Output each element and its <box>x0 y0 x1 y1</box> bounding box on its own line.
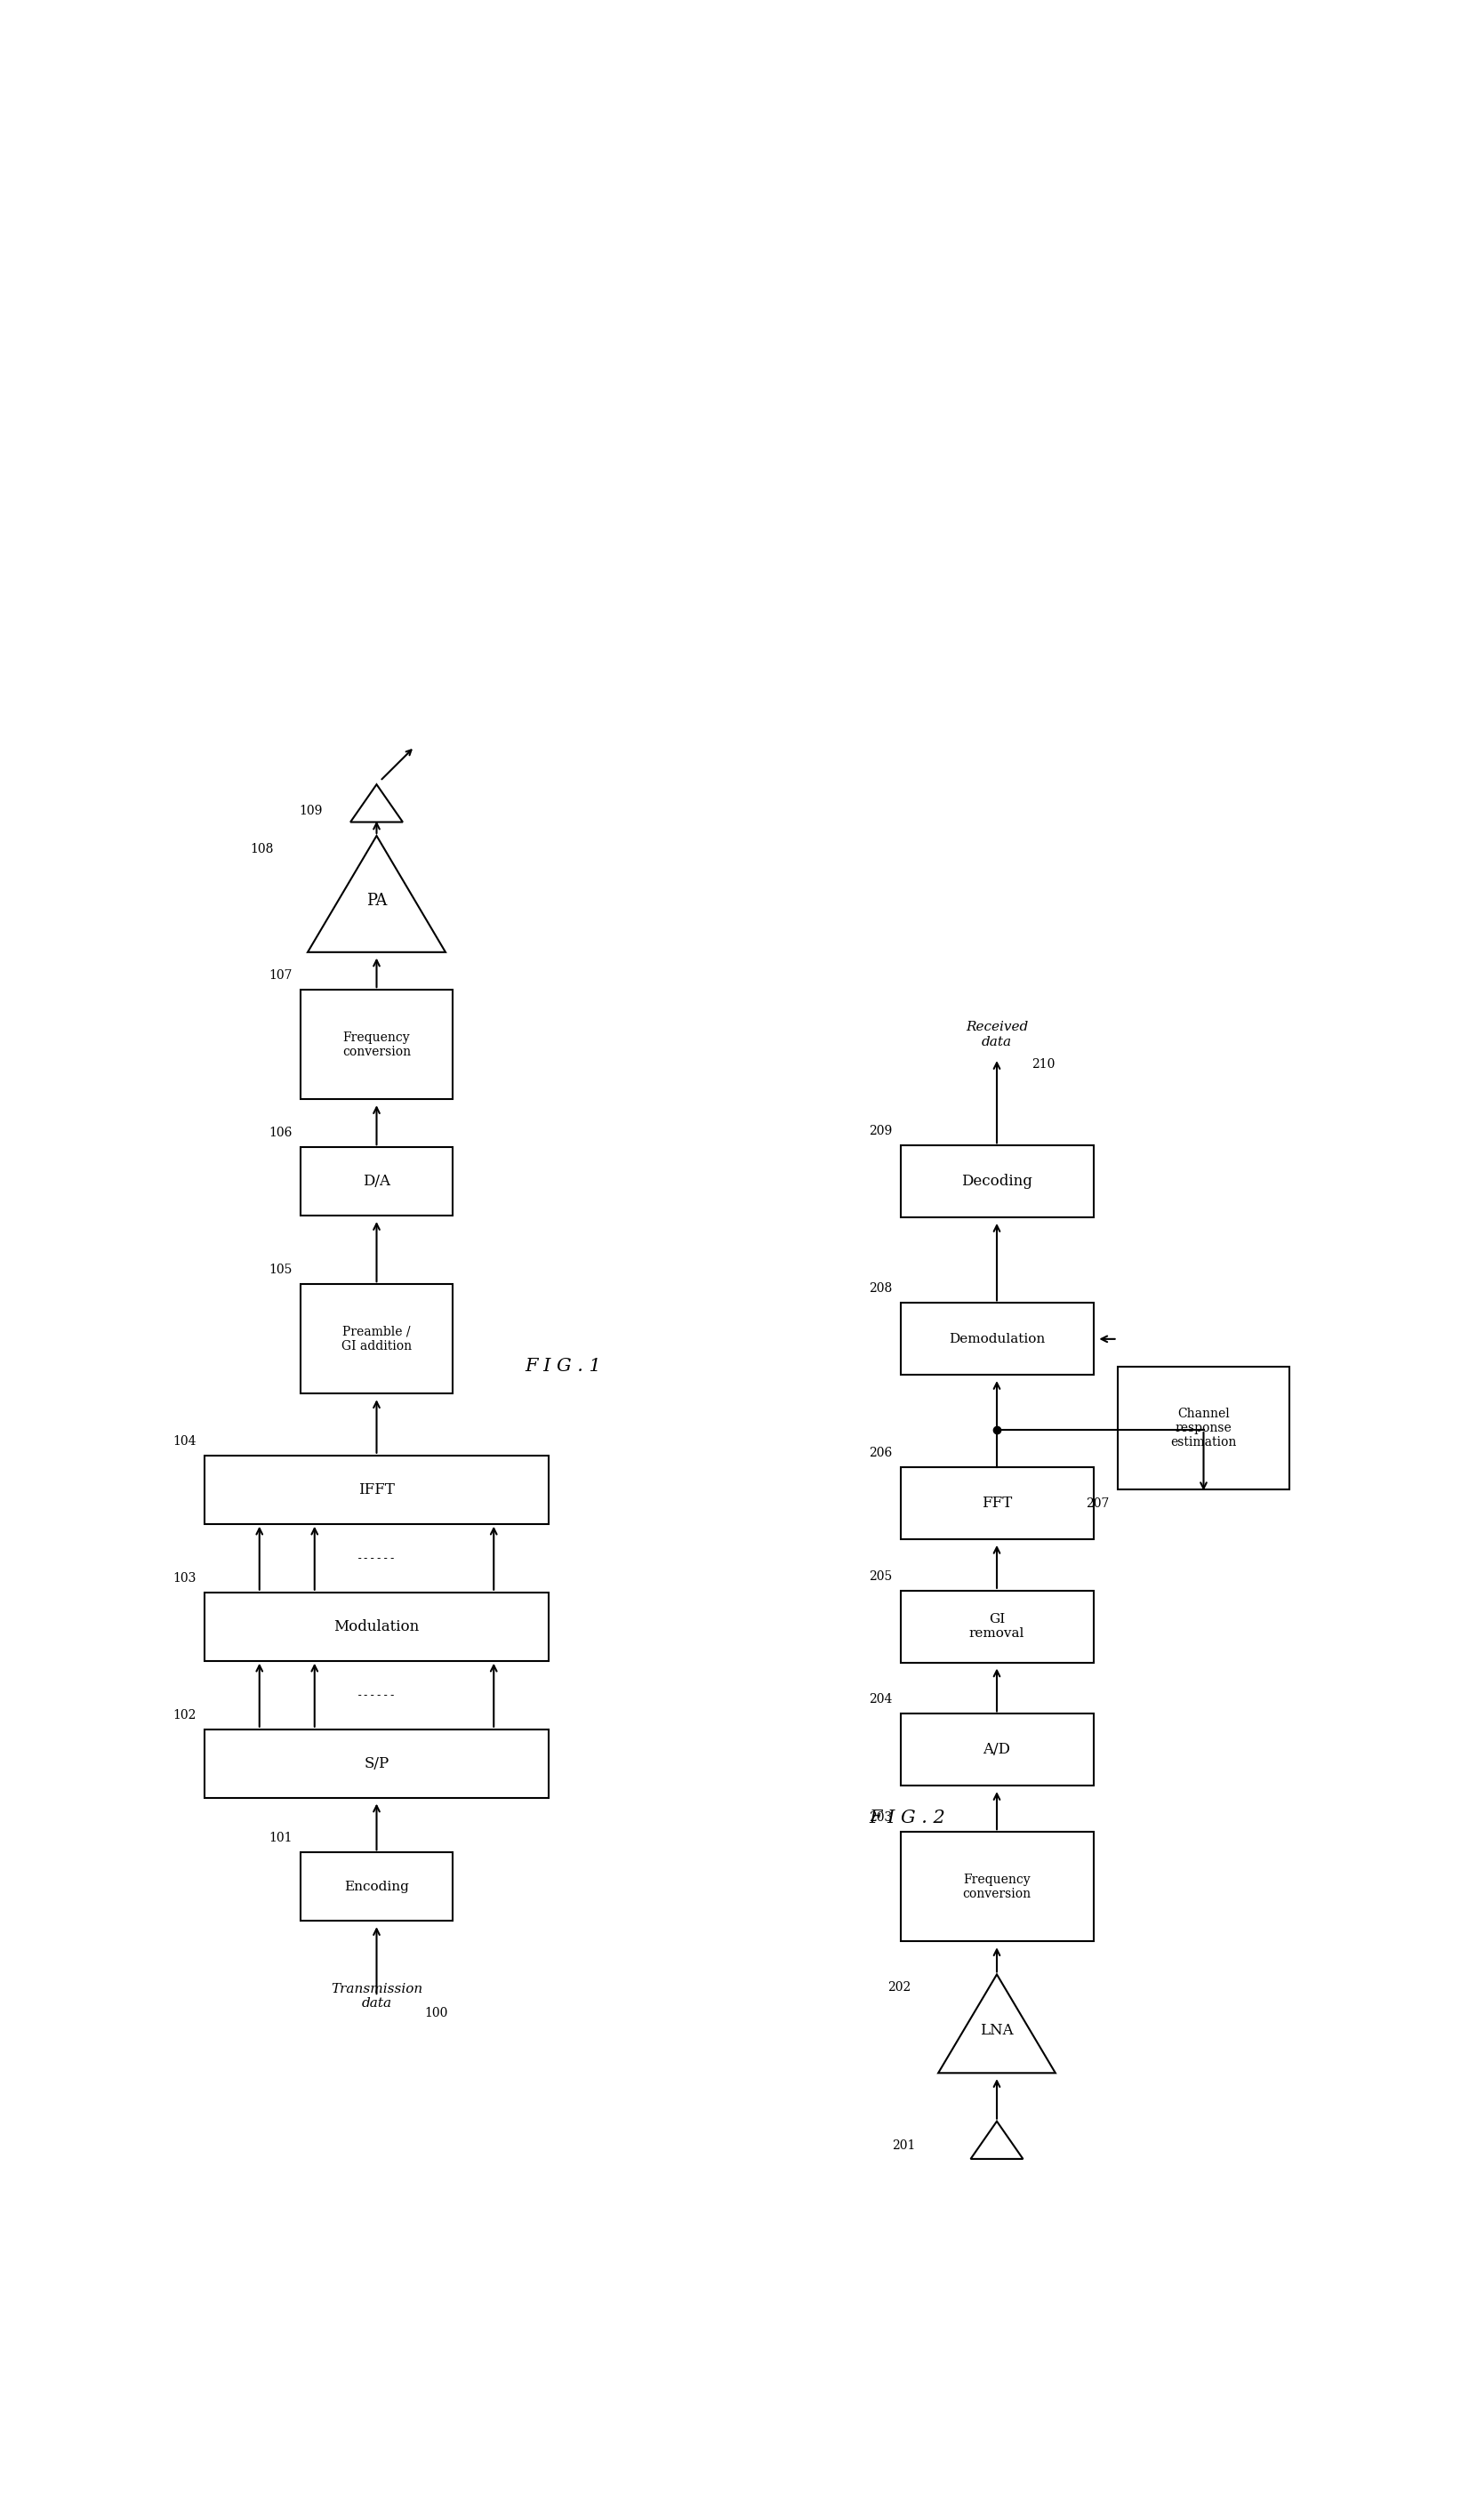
Text: 107: 107 <box>269 970 292 983</box>
Text: GI
removal: GI removal <box>970 1613 1024 1641</box>
FancyBboxPatch shape <box>301 990 452 1099</box>
Text: LNA: LNA <box>980 2024 1014 2039</box>
Text: A/D: A/D <box>983 1741 1011 1756</box>
Text: 102: 102 <box>172 1709 195 1721</box>
FancyBboxPatch shape <box>900 1832 1093 1940</box>
FancyBboxPatch shape <box>900 1467 1093 1540</box>
Text: 208: 208 <box>868 1283 892 1295</box>
Text: 201: 201 <box>892 2139 915 2152</box>
Text: 205: 205 <box>868 1570 892 1583</box>
Text: 101: 101 <box>269 1832 292 1845</box>
FancyBboxPatch shape <box>301 1852 452 1920</box>
Text: 108: 108 <box>250 842 273 854</box>
Polygon shape <box>351 784 403 822</box>
Text: Received
data: Received data <box>965 1021 1028 1048</box>
Text: ------: ------ <box>357 1552 397 1565</box>
Text: 105: 105 <box>269 1263 292 1275</box>
Text: 104: 104 <box>172 1434 195 1446</box>
Text: 206: 206 <box>868 1446 892 1459</box>
FancyBboxPatch shape <box>900 1590 1093 1663</box>
Polygon shape <box>307 837 445 953</box>
Text: 100: 100 <box>425 2006 448 2019</box>
FancyBboxPatch shape <box>900 1714 1093 1787</box>
FancyBboxPatch shape <box>1118 1366 1290 1489</box>
FancyBboxPatch shape <box>900 1147 1093 1217</box>
Text: Channel
response
estimation: Channel response estimation <box>1171 1406 1237 1449</box>
Text: Frequency
conversion: Frequency conversion <box>342 1031 411 1058</box>
Text: 210: 210 <box>1031 1058 1055 1071</box>
Text: Decoding: Decoding <box>961 1174 1033 1189</box>
Text: 203: 203 <box>868 1812 892 1824</box>
Text: ------: ------ <box>357 1688 397 1701</box>
Text: 209: 209 <box>868 1124 892 1137</box>
Text: FFT: FFT <box>981 1497 1012 1512</box>
Text: Modulation: Modulation <box>333 1618 419 1633</box>
Text: Demodulation: Demodulation <box>949 1333 1044 1346</box>
Text: IFFT: IFFT <box>358 1482 395 1497</box>
Text: 202: 202 <box>887 1981 911 1993</box>
FancyBboxPatch shape <box>900 1303 1093 1376</box>
FancyBboxPatch shape <box>301 1147 452 1215</box>
FancyBboxPatch shape <box>204 1593 549 1661</box>
Text: F I G . 2: F I G . 2 <box>870 1809 946 1827</box>
Polygon shape <box>939 1973 1055 2074</box>
Text: 103: 103 <box>172 1572 195 1585</box>
Text: S/P: S/P <box>364 1756 389 1772</box>
FancyBboxPatch shape <box>204 1457 549 1525</box>
Text: 207: 207 <box>1086 1497 1109 1509</box>
Text: 109: 109 <box>300 804 323 816</box>
Text: 106: 106 <box>269 1126 292 1139</box>
Text: F I G . 1: F I G . 1 <box>524 1358 601 1376</box>
Text: 204: 204 <box>868 1693 892 1706</box>
Text: Frequency
conversion: Frequency conversion <box>962 1872 1031 1900</box>
Text: PA: PA <box>366 892 386 910</box>
FancyBboxPatch shape <box>204 1729 549 1797</box>
FancyBboxPatch shape <box>301 1285 452 1394</box>
Text: D/A: D/A <box>363 1174 391 1189</box>
Text: Transmission
data: Transmission data <box>331 1983 423 2008</box>
Polygon shape <box>971 2122 1022 2160</box>
Text: Encoding: Encoding <box>344 1880 408 1893</box>
Text: Preamble /
GI addition: Preamble / GI addition <box>341 1326 411 1353</box>
